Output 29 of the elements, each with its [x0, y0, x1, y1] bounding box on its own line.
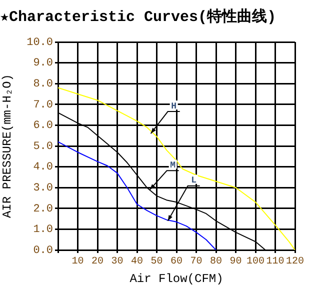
y-tick-label: 2.0	[33, 203, 53, 216]
y-tick-label: 8.0	[33, 78, 53, 91]
x-tick-label: 80	[210, 256, 222, 268]
y-tick-label: 4.0	[33, 162, 53, 174]
x-tick-label: 30	[111, 256, 124, 268]
annotation: L	[191, 176, 197, 186]
y-tick-label: 5.0	[33, 140, 53, 153]
x-tick-label: 40	[130, 256, 144, 268]
y-axis-title: AIR PRESSURE(mm-H₂O)	[0, 74, 14, 218]
x-tick-label: 120	[286, 256, 304, 268]
x-tick-label: 100	[246, 256, 265, 268]
x-tick-label: 60	[170, 256, 183, 268]
y-tick-label: 7.0	[33, 99, 53, 112]
y-tick-label: 1.0	[33, 224, 53, 236]
chart-title: ★Characteristic Curves(特性曲线)	[0, 8, 276, 26]
annotation: H	[171, 101, 177, 112]
y-tick-label: 3.0	[33, 182, 53, 195]
x-tick-label: 20	[91, 256, 104, 268]
x-tick-label: 90	[230, 256, 242, 268]
x-tick-label: 10	[72, 256, 84, 268]
x-axis-title: Air Flow(CFM)	[130, 272, 224, 286]
annotation: M	[170, 160, 176, 170]
y-tick-label: 9.0	[33, 58, 53, 70]
y-tick-label: 0.0	[33, 244, 53, 257]
x-tick-label: 70	[190, 256, 202, 268]
x-tick-label: 110	[266, 256, 284, 268]
y-tick-label: 10.0	[26, 36, 53, 49]
x-tick-label: 50	[150, 256, 163, 268]
y-tick-label: 6.0	[33, 120, 53, 132]
